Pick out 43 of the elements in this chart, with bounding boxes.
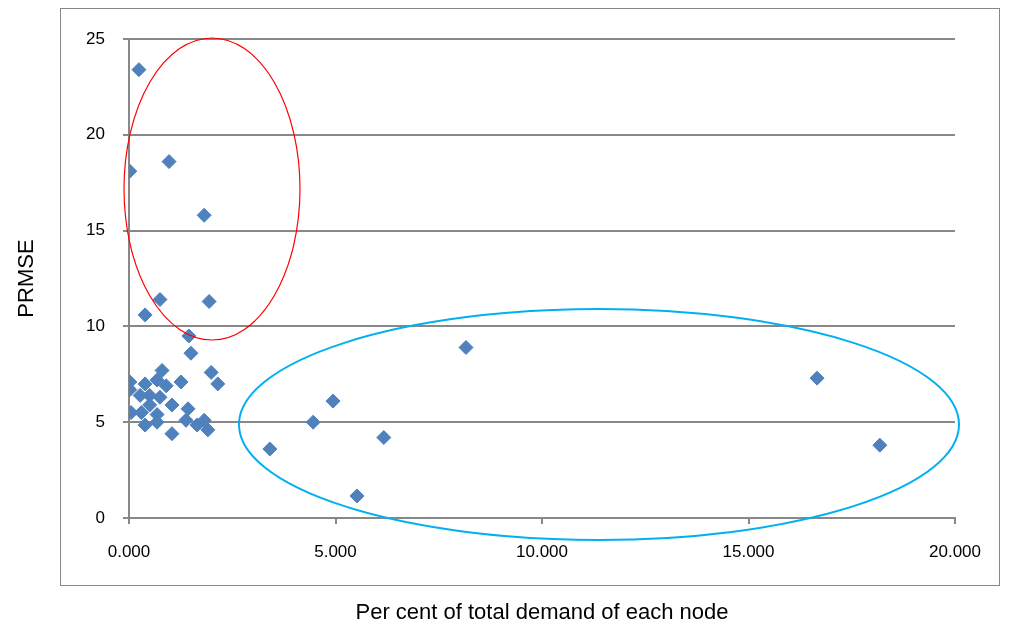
point	[158, 378, 174, 394]
point	[349, 488, 365, 504]
x-tick-label: 20.000	[929, 541, 981, 561]
point	[154, 362, 170, 378]
point	[809, 370, 825, 386]
y-tick-label: 20	[86, 124, 105, 144]
point	[200, 422, 216, 438]
point	[180, 401, 196, 417]
point	[201, 293, 217, 309]
y-axis-title: PRMSE	[13, 239, 39, 318]
point	[152, 292, 168, 308]
point	[137, 417, 153, 433]
point	[164, 426, 180, 442]
point	[161, 154, 177, 170]
point	[325, 393, 341, 409]
y-tick-label: 10	[86, 316, 105, 336]
point	[376, 430, 392, 446]
point	[131, 62, 147, 78]
point	[149, 372, 165, 388]
x-tick-label: 5.000	[314, 541, 357, 561]
y-tick-label: 0	[95, 507, 105, 527]
point	[203, 364, 219, 380]
point	[458, 339, 474, 355]
x-tick-label: 15.000	[722, 541, 775, 561]
x-tick-label: 0.000	[107, 541, 151, 561]
point	[305, 414, 321, 430]
y-tick-label: 15	[86, 220, 105, 240]
point	[196, 412, 212, 428]
point	[210, 376, 226, 392]
point	[178, 412, 194, 428]
x-axis-title: Per cent of total demand of each node	[355, 598, 729, 624]
y-tick-label: 5	[95, 411, 105, 431]
x-tick-label: 10.000	[516, 541, 568, 561]
point	[152, 389, 168, 405]
point	[137, 376, 153, 392]
point	[164, 397, 180, 413]
point	[262, 441, 278, 457]
y-tick-label: 25	[86, 28, 105, 48]
point	[137, 307, 153, 323]
point	[183, 345, 199, 361]
point	[173, 374, 189, 390]
point	[872, 437, 888, 453]
point	[196, 207, 212, 223]
